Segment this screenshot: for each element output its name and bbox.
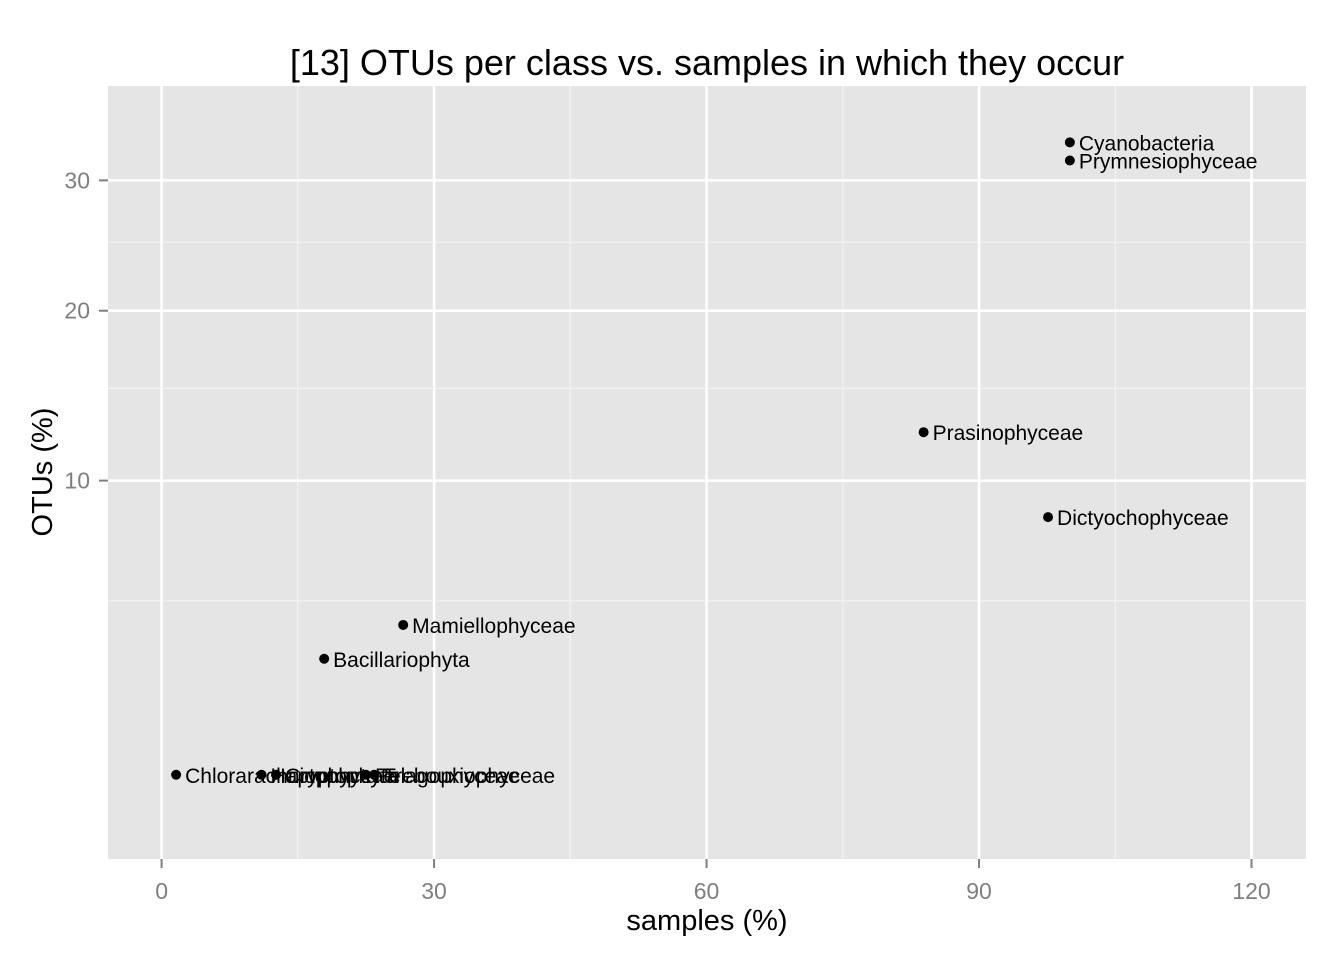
data-point xyxy=(369,769,380,780)
data-point xyxy=(171,769,182,780)
data-point xyxy=(256,769,267,780)
data-point xyxy=(360,769,371,780)
x-tick-label: 60 xyxy=(694,878,720,904)
y-tick-label: 20 xyxy=(64,298,90,324)
major-gridlines xyxy=(108,86,1306,859)
data-point xyxy=(1064,137,1075,148)
point-label: Trebouxiophyceae xyxy=(383,765,555,788)
data-point xyxy=(918,427,929,438)
x-tick-label: 30 xyxy=(421,878,447,904)
y-tick-label: 10 xyxy=(64,468,90,494)
point-label: Prasinophyceae xyxy=(933,422,1084,445)
data-points xyxy=(171,137,1075,780)
x-axis-title: samples (%) xyxy=(626,905,787,937)
x-tick-label: 0 xyxy=(155,878,168,904)
chart-title: [13] OTUs per class vs. samples in which… xyxy=(290,42,1124,83)
x-tick-label: 120 xyxy=(1232,878,1270,904)
point-label: Dictyochophyceae xyxy=(1057,507,1229,530)
y-axis: 10 20 30 xyxy=(64,167,108,494)
point-label: Chlorarachniophyceae xyxy=(185,765,395,788)
point-label: Mamiellophyceae xyxy=(412,615,575,638)
x-axis: 0 30 60 90 120 xyxy=(155,859,1271,904)
point-label: Prymnesiophyceae xyxy=(1079,151,1258,174)
data-point xyxy=(319,653,330,664)
x-tick-label: 90 xyxy=(966,878,992,904)
point-label: Haptophyta xyxy=(270,765,378,788)
y-tick-label: 30 xyxy=(64,167,90,193)
point-label: Pelagophyceae xyxy=(375,765,520,788)
point-label: Cyanobacteria xyxy=(1079,132,1215,155)
point-label: Bacillariophyta xyxy=(333,649,470,672)
data-point xyxy=(398,619,409,630)
y-axis-title: OTUs (%) xyxy=(27,408,59,537)
data-point xyxy=(1043,512,1054,523)
data-point xyxy=(1064,155,1075,166)
point-label: Cryptophyta xyxy=(285,765,399,788)
data-point xyxy=(271,769,282,780)
